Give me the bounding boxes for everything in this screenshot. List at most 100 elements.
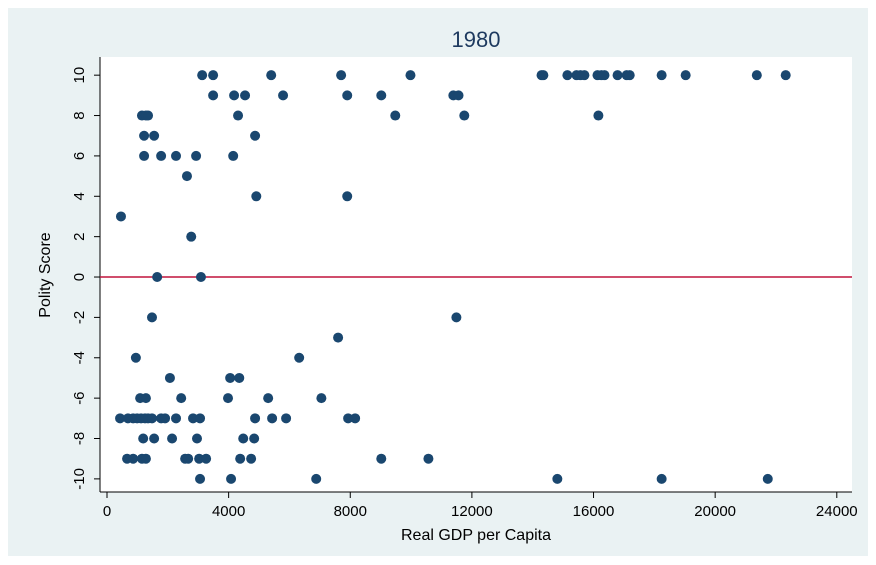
data-point bbox=[223, 393, 234, 404]
y-tick-label: -4 bbox=[71, 351, 88, 364]
data-point bbox=[171, 413, 182, 424]
data-point bbox=[250, 413, 261, 424]
chart-title: 1980 bbox=[452, 27, 501, 52]
data-point bbox=[197, 70, 208, 81]
y-tick-label: -8 bbox=[71, 432, 88, 445]
data-point bbox=[451, 312, 462, 323]
data-point bbox=[160, 413, 171, 424]
data-point bbox=[115, 413, 126, 424]
data-point bbox=[171, 150, 182, 161]
data-point bbox=[266, 70, 277, 81]
data-point bbox=[115, 211, 126, 222]
data-point bbox=[225, 372, 236, 383]
data-point bbox=[656, 473, 667, 484]
data-point bbox=[188, 413, 199, 424]
data-point bbox=[192, 433, 203, 444]
data-point bbox=[183, 453, 194, 464]
data-point bbox=[229, 90, 240, 101]
data-point bbox=[376, 90, 387, 101]
y-tick-label: 0 bbox=[71, 273, 88, 281]
data-point bbox=[234, 372, 245, 383]
data-point bbox=[195, 473, 206, 484]
data-point bbox=[208, 70, 219, 81]
data-point bbox=[343, 413, 354, 424]
data-point bbox=[552, 473, 563, 484]
data-point bbox=[195, 413, 206, 424]
y-tick-label: -10 bbox=[71, 468, 88, 490]
data-point bbox=[390, 110, 401, 121]
data-point bbox=[233, 110, 244, 121]
data-point bbox=[342, 191, 353, 202]
data-point bbox=[249, 433, 260, 444]
data-point bbox=[201, 453, 212, 464]
data-point bbox=[194, 453, 205, 464]
data-point bbox=[278, 90, 289, 101]
data-point bbox=[246, 453, 257, 464]
y-tick-label: 4 bbox=[71, 192, 88, 200]
data-point bbox=[680, 70, 691, 81]
data-point bbox=[164, 372, 175, 383]
plot-region bbox=[100, 57, 852, 492]
y-tick-label: -6 bbox=[71, 391, 88, 404]
data-point bbox=[342, 90, 353, 101]
x-tick-label: 12000 bbox=[451, 503, 493, 520]
data-point bbox=[294, 352, 305, 363]
data-point bbox=[238, 433, 249, 444]
data-point bbox=[453, 90, 464, 101]
data-point bbox=[612, 70, 623, 81]
y-axis-label: Polity Score bbox=[37, 232, 54, 317]
data-point bbox=[235, 453, 246, 464]
x-tick-label: 0 bbox=[103, 503, 111, 520]
x-tick-label: 4000 bbox=[212, 503, 245, 520]
y-tick-label: 6 bbox=[71, 152, 88, 160]
data-point bbox=[350, 413, 361, 424]
data-point bbox=[562, 70, 573, 81]
data-point bbox=[156, 150, 167, 161]
data-point bbox=[128, 453, 139, 464]
data-point bbox=[146, 312, 157, 323]
y-tick-label: 8 bbox=[71, 111, 88, 119]
data-point bbox=[751, 70, 762, 81]
data-point bbox=[139, 150, 150, 161]
data-point bbox=[138, 433, 149, 444]
x-axis-label: Real GDP per Capita bbox=[401, 527, 551, 544]
data-point bbox=[143, 110, 154, 121]
data-point bbox=[167, 433, 178, 444]
data-point bbox=[624, 70, 635, 81]
x-tick-label: 8000 bbox=[334, 503, 367, 520]
data-point bbox=[780, 70, 791, 81]
data-point bbox=[311, 473, 322, 484]
data-point bbox=[195, 272, 206, 283]
data-point bbox=[281, 413, 292, 424]
data-point bbox=[140, 453, 151, 464]
data-point bbox=[149, 130, 160, 141]
data-point bbox=[228, 150, 239, 161]
data-point bbox=[240, 90, 251, 101]
data-point bbox=[459, 110, 470, 121]
data-point bbox=[149, 433, 160, 444]
data-point bbox=[208, 90, 219, 101]
data-point bbox=[336, 70, 347, 81]
data-point bbox=[423, 453, 434, 464]
data-point bbox=[139, 130, 150, 141]
data-point bbox=[140, 393, 151, 404]
data-point bbox=[130, 352, 141, 363]
x-tick-label: 16000 bbox=[573, 503, 615, 520]
data-point bbox=[186, 231, 197, 242]
x-tick-label: 20000 bbox=[694, 503, 736, 520]
data-point bbox=[762, 473, 773, 484]
y-tick-label: -2 bbox=[71, 311, 88, 324]
y-tick-label: 2 bbox=[71, 232, 88, 240]
data-point bbox=[333, 332, 344, 343]
data-point bbox=[146, 413, 157, 424]
data-point bbox=[176, 393, 187, 404]
data-point bbox=[405, 70, 416, 81]
y-tick-label: 10 bbox=[71, 67, 88, 84]
x-tick-label: 24000 bbox=[816, 503, 858, 520]
data-point bbox=[593, 110, 604, 121]
data-point bbox=[316, 393, 327, 404]
data-point bbox=[251, 191, 262, 202]
data-point bbox=[152, 272, 163, 283]
data-point bbox=[267, 413, 278, 424]
